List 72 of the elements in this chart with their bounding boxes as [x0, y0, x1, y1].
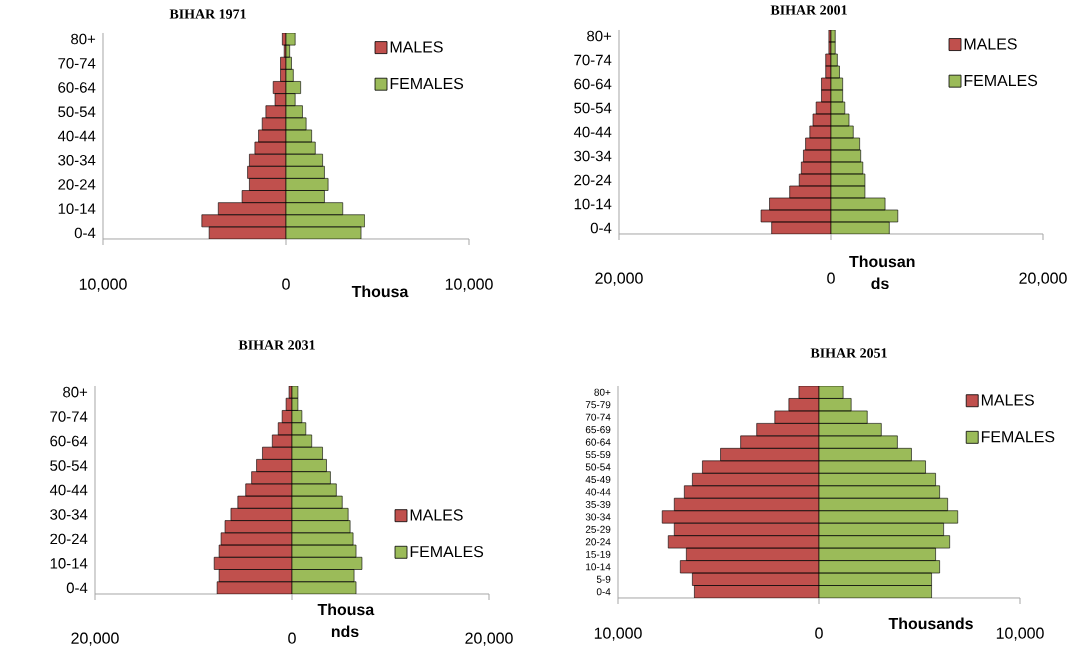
- legend-label: MALES: [410, 509, 463, 521]
- y-tick-label: 70-74: [58, 57, 96, 69]
- legend-label: FEMALES: [410, 545, 484, 558]
- y-tick-label: 55-59: [585, 451, 611, 459]
- chart-title: BIHAR 2031: [238, 340, 315, 350]
- y-tick-label: 40-44: [573, 126, 612, 138]
- y-tick-label: 20-24: [574, 174, 612, 186]
- y-tick-label: 30-34: [585, 513, 611, 521]
- y-tick-label: 80+: [587, 30, 612, 42]
- y-tick-label: 80+: [594, 388, 611, 396]
- chart-title: BIHAR 1971: [169, 9, 246, 19]
- y-tick-label: 10-14: [58, 203, 96, 214]
- x-tick-label: 0: [288, 632, 296, 644]
- y-tick-label: 60-64: [585, 438, 611, 446]
- legend-label: MALES: [981, 394, 1034, 406]
- y-tick-label: 60-64: [50, 435, 88, 447]
- y-tick-label: 5-9: [596, 575, 611, 583]
- legend-label: FEMALES: [964, 74, 1038, 87]
- y-tick-label: 20-24: [585, 538, 611, 546]
- y-tick-label: 70-74: [574, 54, 612, 66]
- x-tick-label: 20,000: [1019, 272, 1067, 286]
- y-tick-label: 0-4: [590, 222, 612, 234]
- x-tick-label: 0: [815, 627, 823, 639]
- y-tick-label: 15-19: [586, 550, 611, 558]
- y-tick-label: 50-54: [50, 460, 88, 471]
- legend-label: FEMALES: [390, 77, 464, 90]
- y-tick-label: 30-34: [58, 154, 96, 166]
- y-tick-label: 45-49: [585, 475, 611, 484]
- y-tick-label: 40-44: [49, 484, 88, 496]
- legend-label: FEMALES: [981, 431, 1055, 443]
- y-tick-label: 40-44: [57, 130, 96, 142]
- x-axis-title: Thousan ds: [849, 255, 915, 290]
- y-tick-label: 30-34: [50, 509, 88, 520]
- x-axis-title: Thousands: [888, 617, 973, 630]
- y-tick-label: 20-24: [58, 179, 96, 190]
- y-tick-label: 20-24: [50, 533, 88, 545]
- y-tick-label: 10-14: [50, 558, 88, 569]
- x-tick-label: 20,000: [71, 632, 119, 646]
- y-tick-label: 40-44: [585, 488, 611, 496]
- legend-label: MALES: [390, 41, 443, 53]
- y-tick-label: 70-74: [585, 413, 611, 421]
- y-tick-label: 35-39: [585, 500, 611, 508]
- chart-title: BIHAR 2051: [810, 348, 887, 358]
- y-tick-label: 75-79: [585, 401, 611, 409]
- y-tick-label: 70-74: [50, 411, 88, 422]
- legend-label: MALES: [964, 38, 1017, 50]
- y-tick-label: 25-29: [585, 525, 611, 533]
- x-axis-title: Thousa: [351, 285, 409, 298]
- y-tick-label: 0-4: [66, 582, 88, 594]
- y-tick-label: 80+: [71, 33, 96, 45]
- y-tick-label: 10-14: [586, 563, 611, 571]
- y-tick-label: 0-4: [596, 588, 611, 596]
- x-axis-title: Thousa nds: [317, 603, 375, 638]
- x-tick-label: 10,000: [594, 627, 642, 641]
- y-tick-label: 0-4: [74, 227, 96, 239]
- y-tick-label: 60-64: [574, 78, 612, 90]
- x-tick-label: 10,000: [79, 278, 127, 292]
- y-tick-label: 10-14: [574, 198, 612, 210]
- x-tick-label: 10,000: [996, 627, 1044, 641]
- y-tick-label: 80+: [63, 386, 88, 398]
- x-tick-label: 20,000: [465, 632, 513, 646]
- y-tick-label: 50-54: [574, 102, 612, 114]
- y-tick-label: 60-64: [58, 82, 96, 93]
- x-tick-label: 20,000: [595, 272, 643, 286]
- y-tick-label: 65-69: [585, 426, 611, 434]
- x-tick-label: 0: [827, 272, 835, 284]
- chart-title: BIHAR 2001: [770, 5, 847, 15]
- y-tick-label: 50-54: [585, 463, 611, 471]
- y-tick-label: 30-34: [574, 150, 612, 162]
- x-tick-label: 0: [282, 278, 290, 290]
- y-tick-label: 50-54: [58, 106, 96, 118]
- x-tick-label: 10,000: [445, 278, 493, 292]
